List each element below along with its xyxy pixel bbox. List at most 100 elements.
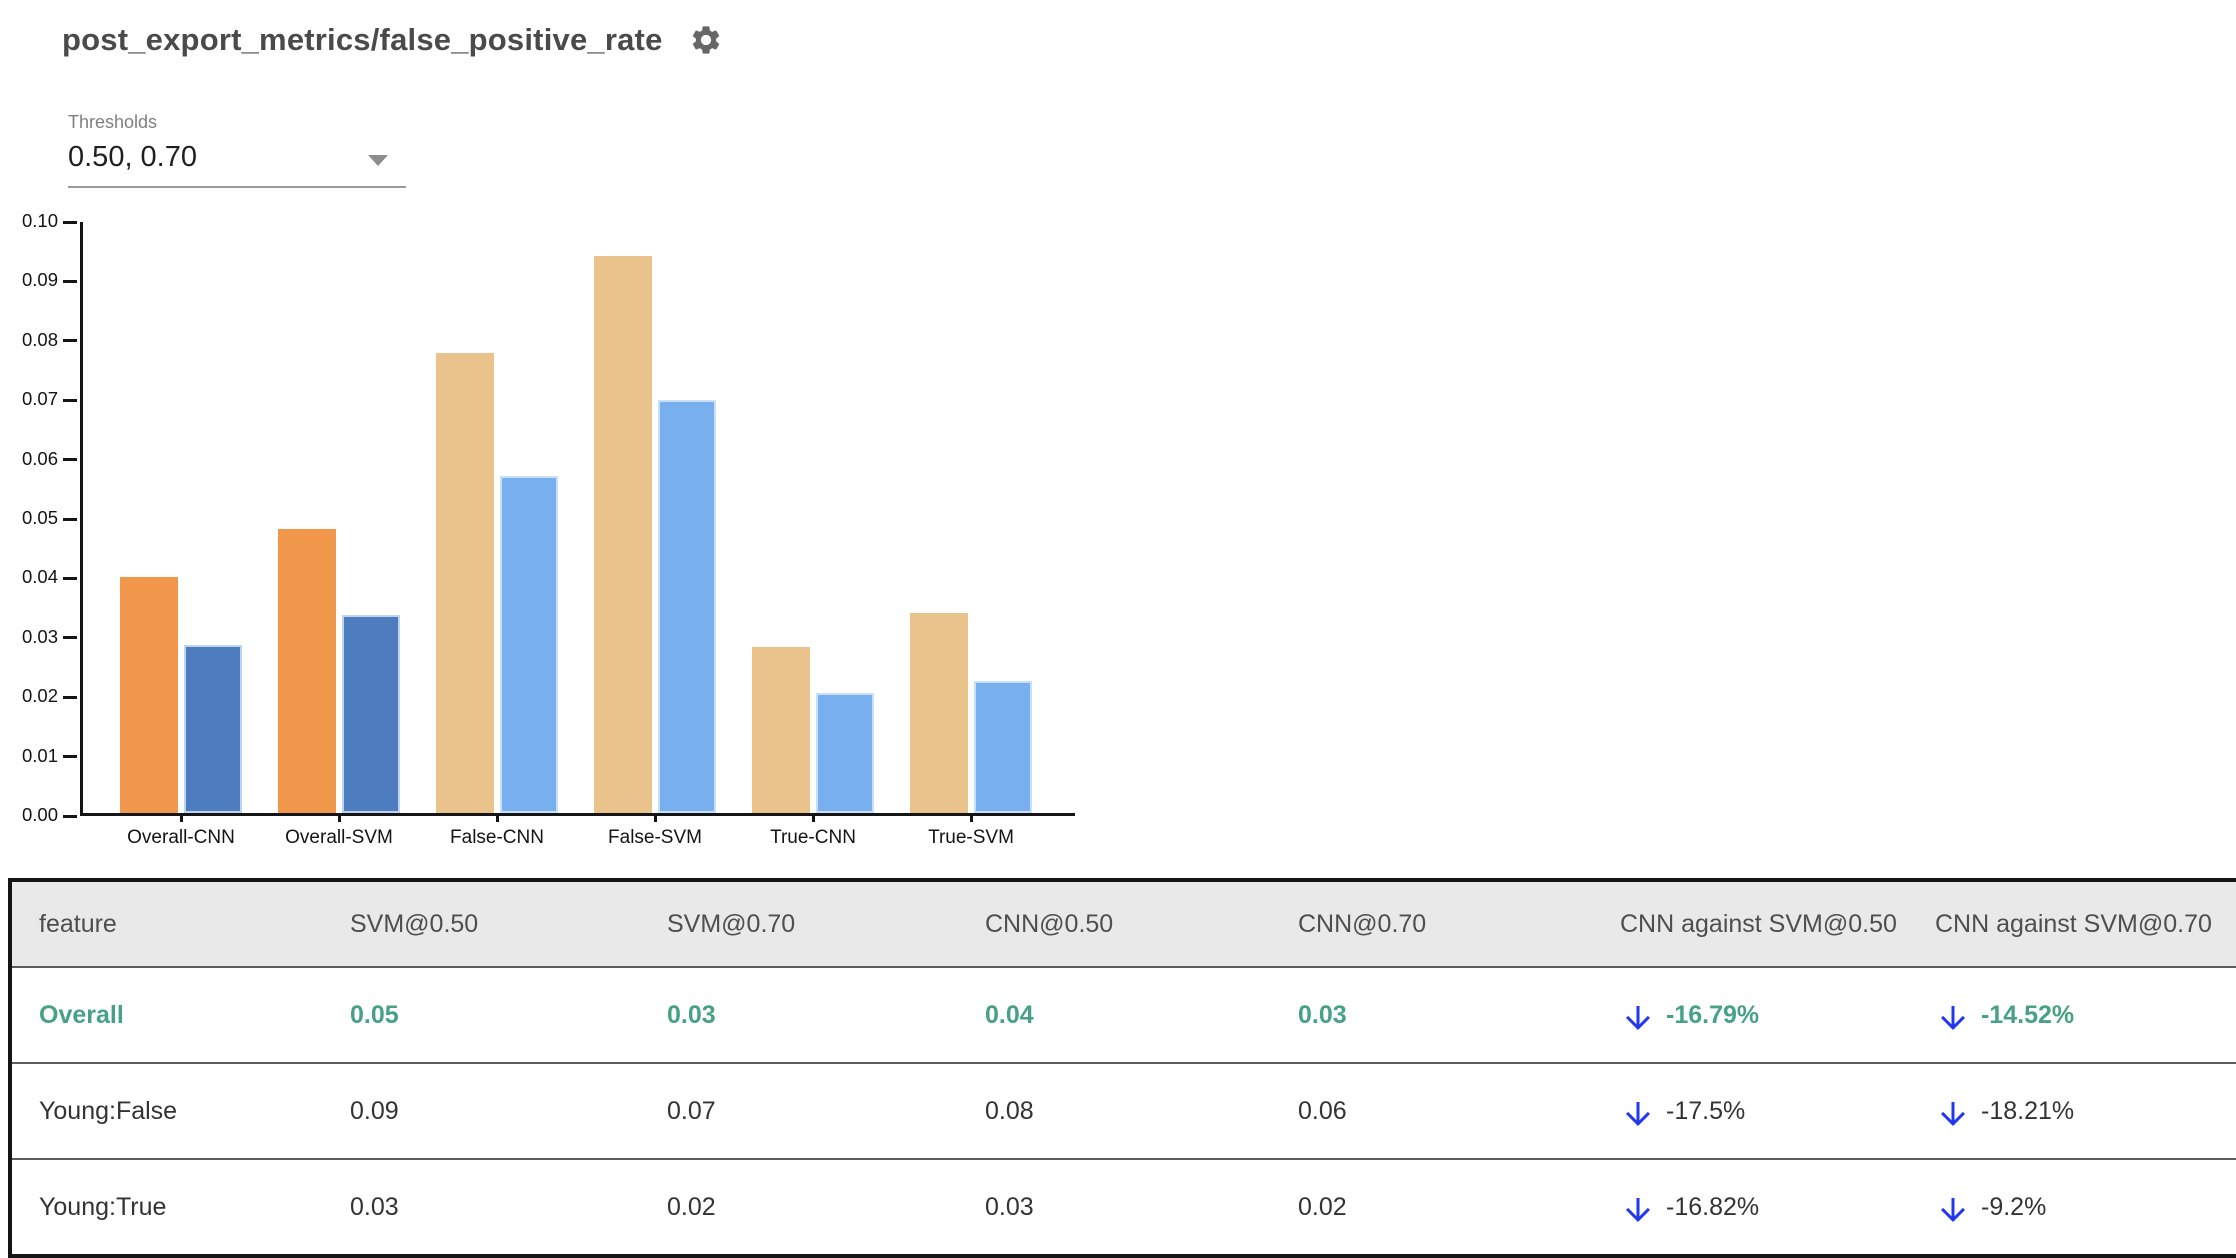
bar-True-SVM-threshold-0.70[interactable] — [974, 681, 1032, 813]
y-axis-tick-label: 0.08 — [21, 328, 58, 350]
bar-True-CNN-threshold-0.50[interactable] — [752, 647, 810, 813]
down-arrow-icon — [1941, 1102, 1965, 1126]
down-arrow-icon — [1626, 1198, 1650, 1222]
header-cell: CNN@0.50 — [985, 909, 1114, 938]
x-axis-tick-mark — [495, 813, 499, 822]
y-axis-tick-mark — [63, 636, 77, 640]
value-cell: 0.09 — [350, 1096, 399, 1125]
y-axis-tick-label: 0.10 — [21, 210, 58, 231]
header-cell: CNN against SVM@0.50 — [1620, 909, 1897, 938]
y-axis-tick-mark — [63, 755, 77, 759]
value-cell: 0.03 — [1298, 1000, 1347, 1029]
value-cell: 0.02 — [1298, 1192, 1347, 1221]
y-axis-tick-mark — [63, 517, 77, 521]
x-axis-label: True-CNN — [770, 827, 856, 848]
y-axis-tick-mark — [63, 339, 77, 343]
y-axis-tick-mark — [63, 279, 77, 283]
thresholds-select[interactable]: Thresholds 0.50, 0.70 — [68, 112, 406, 188]
value-cell: 0.02 — [667, 1192, 716, 1221]
y-axis-tick-label: 0.03 — [21, 625, 58, 647]
bar-False-CNN-threshold-0.50[interactable] — [436, 353, 494, 813]
y-axis-tick-mark — [63, 220, 77, 224]
x-axis-label: False-CNN — [450, 827, 544, 848]
delta-value: -9.2% — [1981, 1192, 2047, 1221]
value-cell: 0.08 — [985, 1096, 1034, 1125]
y-axis-tick-mark — [63, 814, 77, 818]
header-cell: SVM@0.70 — [667, 909, 796, 938]
title-row: post_export_metrics/false_positive_rate — [62, 22, 723, 58]
down-arrow-icon — [1941, 1006, 1965, 1030]
y-axis-tick-label: 0.05 — [21, 507, 58, 528]
delta-value: -18.21% — [1981, 1096, 2075, 1125]
y-axis-tick-label: 0.02 — [21, 685, 58, 707]
delta-cell: -16.79% — [1620, 997, 1935, 1033]
feature-cell: Young:False — [39, 1096, 178, 1125]
x-axis-label: False-SVM — [608, 827, 702, 848]
value-cell: 0.06 — [1298, 1096, 1347, 1125]
down-arrow-icon — [1626, 1006, 1650, 1030]
y-axis-tick-label: 0.09 — [21, 269, 58, 291]
metrics-table: feature SVM@0.50 SVM@0.70 CNN@0.50 CNN@0.70 C… — [8, 878, 2236, 1258]
table-row[interactable]: Overall 0.05 0.03 0.04 0.03 -16.79% -14.52% — [12, 966, 2236, 1062]
x-axis-label: Overall-CNN — [127, 827, 235, 848]
thresholds-label: Thresholds — [68, 112, 158, 132]
thresholds-value: 0.50, 0.70 — [68, 141, 197, 173]
y-axis-tick-mark — [63, 695, 77, 699]
value-cell: 0.03 — [667, 1000, 716, 1029]
header-cell: SVM@0.50 — [350, 909, 479, 938]
delta-value: -17.5% — [1666, 1096, 1746, 1125]
bar-False-SVM-threshold-0.50[interactable] — [594, 256, 652, 813]
y-axis-tick-label: 0.04 — [21, 566, 58, 588]
x-axis-label: Overall-SVM — [285, 827, 393, 848]
bar-Overall-CNN-threshold-0.50[interactable] — [120, 577, 178, 813]
x-axis-label: True-SVM — [928, 827, 1014, 848]
bar-False-SVM-threshold-0.70[interactable] — [658, 400, 716, 813]
bar-True-CNN-threshold-0.70[interactable] — [816, 693, 874, 813]
bar-Overall-SVM-threshold-0.50[interactable] — [278, 529, 336, 813]
x-axis-tick-mark — [811, 813, 815, 822]
feature-cell: Overall — [39, 1000, 124, 1029]
header-cell: CNN against SVM@0.70 — [1935, 909, 2212, 938]
y-axis-tick-mark — [63, 398, 77, 402]
table-header-row: feature SVM@0.50 SVM@0.70 CNN@0.50 CNN@0.70 C… — [12, 882, 2236, 966]
y-axis-tick-label: 0.01 — [21, 744, 58, 766]
bar-True-SVM-threshold-0.50[interactable] — [910, 613, 968, 813]
header-cell: feature — [39, 909, 117, 938]
y-axis-tick-mark — [63, 458, 77, 462]
y-axis-tick-mark — [63, 576, 77, 580]
delta-cell: -9.2% — [1935, 1189, 2236, 1225]
delta-value: -16.79% — [1666, 1000, 1760, 1029]
y-axis-tick-label: 0.07 — [21, 388, 58, 410]
bar-Overall-SVM-threshold-0.70[interactable] — [342, 615, 400, 813]
delta-cell: -14.52% — [1935, 997, 2236, 1033]
value-cell: 0.05 — [350, 1000, 399, 1029]
delta-cell: -18.21% — [1935, 1093, 2236, 1129]
delta-cell: -17.5% — [1620, 1093, 1935, 1129]
bar-False-CNN-threshold-0.70[interactable] — [500, 476, 558, 813]
bar-Overall-CNN-threshold-0.70[interactable] — [184, 645, 242, 813]
header-cell: CNN@0.70 — [1298, 909, 1427, 938]
x-axis-tick-mark — [337, 813, 341, 822]
delta-value: -16.82% — [1666, 1192, 1760, 1221]
page-title: post_export_metrics/false_positive_rate — [62, 22, 663, 57]
chevron-down-icon — [368, 155, 388, 166]
value-cell: 0.03 — [985, 1192, 1034, 1221]
bar-chart: 0.10 0.09 0.08 0.07 0.06 0.05 0.04 0.03 0.02 0.01… — [22, 210, 1075, 848]
feature-cell: Young:True — [39, 1192, 167, 1221]
down-arrow-icon — [1626, 1102, 1650, 1126]
value-cell: 0.04 — [985, 1000, 1034, 1029]
value-cell: 0.07 — [667, 1096, 716, 1125]
y-axis-tick-label: 0.06 — [21, 447, 58, 469]
down-arrow-icon — [1941, 1198, 1965, 1222]
value-cell: 0.03 — [350, 1192, 399, 1221]
y-axis-tick-label: 0.00 — [21, 804, 58, 825]
x-axis-tick-mark — [179, 813, 183, 822]
x-axis-tick-mark — [653, 813, 657, 822]
settings-gear-icon[interactable] — [689, 23, 723, 57]
x-axis-tick-mark — [969, 813, 973, 822]
table-row[interactable]: Young:True 0.03 0.02 0.03 0.02 -16.82% -9.2% — [12, 1158, 2236, 1254]
delta-cell: -16.82% — [1620, 1189, 1935, 1225]
table-row[interactable]: Young:False 0.09 0.07 0.08 0.06 -17.5% -18.21% — [12, 1062, 2236, 1158]
delta-value: -14.52% — [1981, 1000, 2075, 1029]
